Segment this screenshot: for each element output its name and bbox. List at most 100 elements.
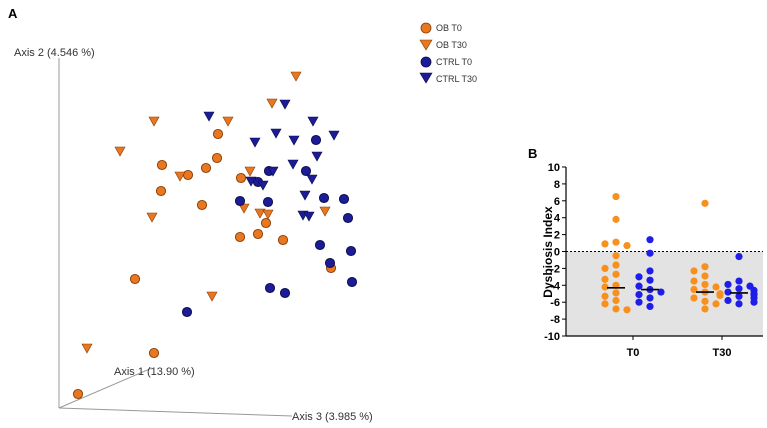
point-ctrl-t30-4 [735,285,743,293]
axis3-label: Axis 3 (3.985 %) [292,411,373,423]
point-ctrl-t0-8 [635,290,643,299]
point-ctrl-t30-15 [328,130,340,141]
y-tick-label-10: 10 [548,162,560,174]
point-ob-t0-11 [234,231,246,243]
point-ctrl-t30-14 [311,151,323,162]
y-tick-label-0: 0 [554,247,560,259]
point-ctrl-t30-11 [724,296,732,305]
negative-region-shading [566,251,763,336]
point-ob-t0-9 [601,275,609,283]
panel-b: B 10 8 6 4 2 0 -2 -4 -6 -8 -10 T0 T30 Dysbiosis Ind… [528,146,763,359]
point-ctrl-t30-13 [303,211,315,222]
legend-item-ob-t30: OB T30 [419,39,467,51]
y-axis-label: Dysbiosis Index [541,206,555,298]
point-ctrl-t0-11 [324,257,336,269]
point-ob-t0-11 [601,283,609,291]
point-ob-t0-3 [196,199,208,211]
point-ob-t30-10 [716,291,724,300]
legend-marker-ob-t0 [420,22,432,34]
legend-item-ctrl-t30: CTRL T30 [419,72,477,84]
axis1-label: Axis 1 (13.90 %) [114,366,195,378]
panel-a-label: A [8,6,18,21]
y-tick-label-8: 8 [554,179,560,191]
point-ctrl-t30-12 [306,174,318,185]
point-ob-t30-2 [690,267,698,275]
point-ctrl-t0-6 [279,287,291,299]
point-ctrl-t0-10 [635,298,643,306]
point-ctrl-t0-0 [181,306,193,318]
point-ob-t30-5 [701,280,709,289]
panel-a: A Axis 2 (4.546 %) Axis 1 (13.90 %) Axis… [8,6,477,423]
point-ob-t0-7 [200,162,212,174]
x-tick-label-t30: T30 [713,347,732,359]
axis3-line [58,407,293,417]
point-ob-t0-7 [601,264,609,272]
y-tick-label-8: -8 [550,314,560,326]
point-ob-t0-1 [148,347,160,359]
point-ob-t30-11 [690,294,698,302]
axis2-label: Axis 2 (4.546 %) [14,47,95,59]
point-ob-t30-10 [262,209,274,220]
y-ticks: 10 8 6 4 2 0 -2 -4 -6 -8 -10 [544,162,566,343]
point-ob-t0-6 [612,261,620,269]
point-ctrl-t0-7 [300,165,312,177]
legend-label-ctrl-t30: CTRL T30 [436,74,477,84]
point-ctrl-t0-3 [262,196,274,208]
legend-label-ob-t30: OB T30 [436,40,467,50]
point-ob-t0-0 [612,192,620,201]
axis1-line [58,367,153,409]
point-ctrl-t30-2 [245,176,257,187]
point-ctrl-t0-2 [646,267,654,275]
point-ob-t30-8 [244,166,256,177]
point-ob-t0-2 [129,273,141,285]
point-ctrl-t30-2 [724,280,732,289]
point-ob-t30-9 [254,208,266,219]
point-ob-t0-4 [156,159,168,171]
point-ob-t0-5 [155,185,167,197]
point-ctrl-t30-7 [288,135,300,146]
panel-b-points [601,192,758,314]
point-ob-t30-4 [690,277,698,285]
y-tick-label-4: 4 [554,213,561,225]
point-ob-t0-3 [601,240,609,248]
point-ctrl-t30-11 [307,116,319,127]
point-ob-t30-1 [701,263,709,271]
point-ob-t30-2 [148,116,160,127]
point-ob-t0-1 [612,215,620,223]
point-ob-t30-13 [712,300,720,308]
point-ctrl-t0-7 [657,288,665,296]
legend-label-ob-t0: OB T0 [436,23,462,33]
x-tick-label-t0: T0 [627,347,640,359]
point-ob-t0-8 [211,152,223,164]
point-ob-t30-6 [222,116,234,127]
point-ctrl-t0-1 [646,249,654,257]
point-ctrl-t30-3 [257,180,269,191]
x-ticks: T0 T30 [627,336,732,359]
point-ctrl-t0-5 [635,282,643,290]
point-ob-t0-5 [612,252,620,260]
point-ctrl-t0-4 [646,276,654,284]
point-ctrl-t0-15 [346,276,358,288]
point-ctrl-t30-1 [735,277,743,285]
point-ctrl-t30-6 [724,288,732,296]
point-ob-t30-0 [701,199,709,207]
point-ob-t30-12 [701,297,709,305]
point-ob-t0-12 [252,228,264,240]
point-ob-t0-8 [612,270,620,278]
y-tick-label-6: 6 [554,196,560,208]
point-ob-t30-11 [266,98,278,109]
point-ob-t30-6 [712,283,720,291]
point-ob-t30-14 [701,305,709,313]
panel-b-medians [607,287,748,294]
point-ctrl-t0-11 [646,302,654,311]
point-ctrl-t30-9 [735,292,743,300]
point-ctrl-t0-0 [646,236,654,244]
point-ctrl-t0-9 [646,294,654,302]
point-ctrl-t0-10 [314,239,326,251]
legend-marker-ob-t30 [419,39,433,51]
y-tick-label-10: -10 [544,331,560,343]
point-ctrl-t0-3 [635,273,643,281]
legend-marker-ctrl-t30 [419,72,433,84]
point-ob-t30-4 [174,171,186,182]
